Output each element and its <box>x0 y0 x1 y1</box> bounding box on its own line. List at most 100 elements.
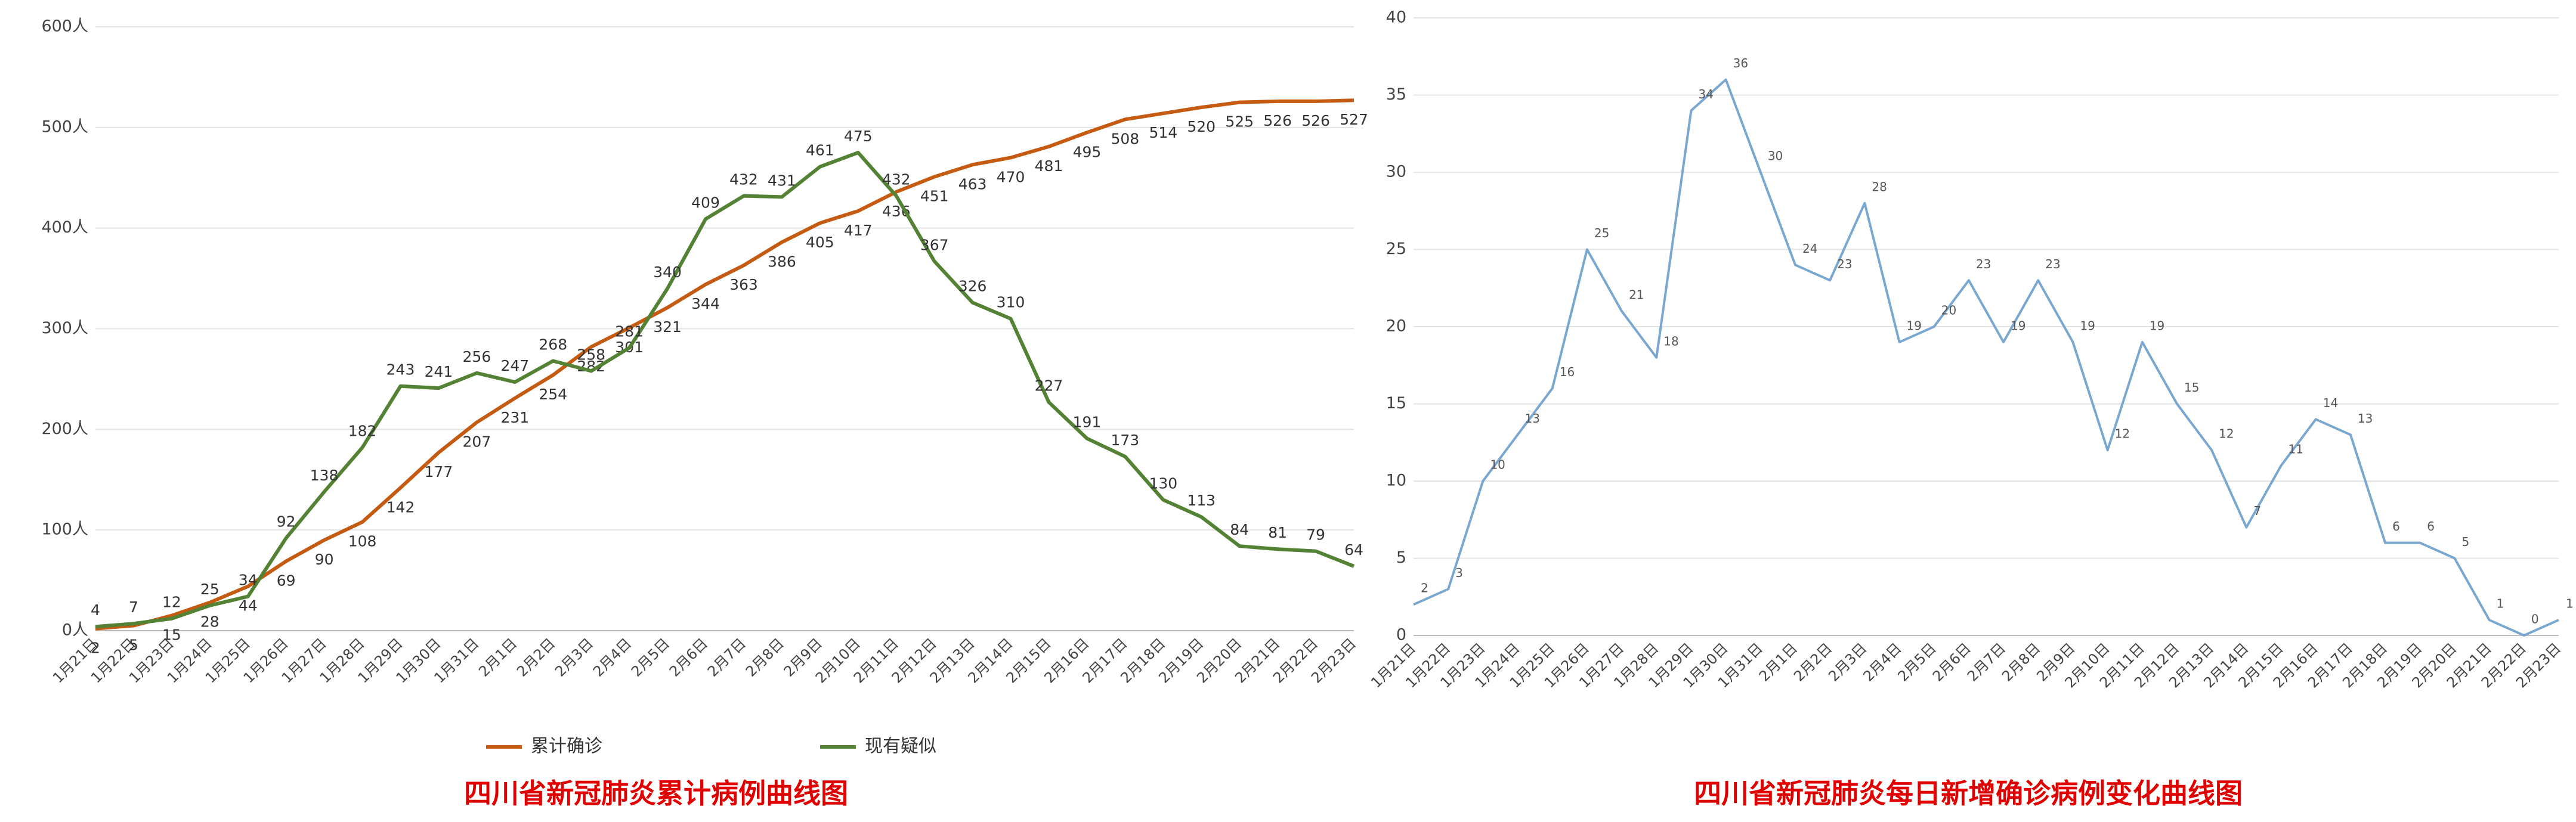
data-label: 207 <box>463 433 491 451</box>
y-tick-label: 0 <box>1396 626 1406 644</box>
data-label: 19 <box>2080 318 2095 333</box>
x-tick-label: 2月1日 <box>475 635 520 680</box>
data-label: 463 <box>958 175 987 193</box>
data-line <box>95 98 1355 631</box>
data-label: 258 <box>577 346 605 363</box>
x-tick-label: 2月6日 <box>1929 640 1974 684</box>
data-label: 508 <box>1111 130 1140 147</box>
data-label: 520 <box>1187 118 1216 135</box>
data-label: 13 <box>1525 411 1540 426</box>
data-label: 79 <box>1306 526 1325 544</box>
data-label: 21 <box>1629 288 1644 302</box>
data-label: 2 <box>1421 581 1428 595</box>
data-label: 12 <box>2219 427 2234 441</box>
data-label: 431 <box>768 172 796 189</box>
data-label: 5 <box>129 637 138 654</box>
x-tick-label: 2月6日 <box>666 635 711 680</box>
data-label: 227 <box>1035 377 1063 395</box>
data-label: 514 <box>1149 124 1177 141</box>
data-label: 138 <box>310 467 339 484</box>
y-tick-label: 25 <box>1386 240 1406 258</box>
data-label: 14 <box>2323 396 2338 410</box>
data-label: 20 <box>1941 303 1956 318</box>
data-label: 10 <box>1490 458 1505 472</box>
data-label: 6 <box>2427 519 2435 533</box>
x-tick-label: 2月8日 <box>743 635 787 680</box>
data-label: 11 <box>2289 442 2303 457</box>
data-label: 182 <box>348 423 377 440</box>
data-label: 19 <box>2150 318 2164 333</box>
y-tick-label: 600人 <box>41 17 88 36</box>
data-label: 25 <box>1594 226 1609 240</box>
data-label: 36 <box>1733 56 1748 70</box>
data-label: 363 <box>729 276 758 293</box>
data-label: 405 <box>806 234 834 251</box>
data-label: 310 <box>997 294 1025 311</box>
x-tick-label: 2月3日 <box>552 635 596 680</box>
legend-label: 累计确诊 <box>531 736 602 757</box>
x-tick-label: 2月8日 <box>1999 640 2043 684</box>
data-label: 177 <box>425 463 453 480</box>
data-label: 3 <box>1455 566 1463 580</box>
data-label: 16 <box>1560 365 1575 379</box>
data-label: 12 <box>162 594 181 611</box>
data-label: 326 <box>958 278 987 295</box>
data-label: 30 <box>1768 149 1783 163</box>
data-label: 108 <box>348 533 377 550</box>
x-tick-label: 2月7日 <box>704 635 749 680</box>
data-label: 7 <box>2253 504 2261 518</box>
data-label: 24 <box>1802 241 1817 256</box>
data-label: 84 <box>1230 521 1249 538</box>
y-tick-label: 15 <box>1386 394 1406 412</box>
data-label: 451 <box>920 188 949 205</box>
data-label: 321 <box>653 318 682 336</box>
y-tick-label: 30 <box>1386 163 1406 181</box>
y-tick-label: 10 <box>1386 472 1406 490</box>
data-label: 0 <box>2531 612 2539 626</box>
data-label: 34 <box>239 572 258 589</box>
y-tick-label: 300人 <box>41 319 88 337</box>
data-label: 34 <box>1698 87 1713 101</box>
x-tick-label: 2月3日 <box>1825 640 1870 684</box>
data-label: 81 <box>1268 524 1287 541</box>
data-label: 527 <box>1340 111 1368 128</box>
y-tick-label: 20 <box>1386 317 1406 336</box>
x-tick-label: 2月4日 <box>590 635 635 680</box>
y-tick-label: 40 <box>1386 8 1406 27</box>
data-label: 281 <box>615 323 644 340</box>
data-label: 92 <box>277 513 296 531</box>
y-tick-label: 35 <box>1386 85 1406 104</box>
data-label: 44 <box>239 597 258 615</box>
data-label: 470 <box>997 168 1025 185</box>
data-label: 7 <box>129 598 138 616</box>
y-tick-label: 200人 <box>41 420 88 438</box>
data-label: 28 <box>200 613 219 631</box>
data-label: 268 <box>539 336 567 353</box>
data-label: 19 <box>2011 318 2025 333</box>
data-label: 386 <box>768 253 796 270</box>
data-label: 130 <box>1149 475 1177 492</box>
data-label: 4 <box>91 601 100 619</box>
data-label: 243 <box>386 361 415 379</box>
data-label: 1 <box>2497 597 2504 611</box>
data-label: 23 <box>1976 257 1991 271</box>
chart-title: 四川省新冠肺炎每日新增确诊病例变化曲线图 <box>1694 777 2243 809</box>
data-label: 15 <box>162 626 181 644</box>
data-label: 6 <box>2392 519 2400 533</box>
data-label: 90 <box>315 551 334 568</box>
data-label: 12 <box>2115 427 2130 441</box>
data-label: 18 <box>1663 334 1678 348</box>
data-line <box>95 151 1355 629</box>
data-label: 19 <box>1907 318 1922 333</box>
data-label: 15 <box>2184 380 2199 395</box>
y-tick-label: 500人 <box>41 117 88 136</box>
chart-title: 四川省新冠肺炎累计病例曲线图 <box>464 777 848 809</box>
x-tick-label: 2月2日 <box>1790 640 1835 684</box>
data-line <box>1413 78 2559 637</box>
y-tick-label: 400人 <box>41 218 88 237</box>
legend-label: 现有疑似 <box>865 736 936 757</box>
data-label: 23 <box>2045 257 2060 271</box>
data-label: 241 <box>425 363 453 380</box>
x-tick-label: 2月4日 <box>1860 640 1904 684</box>
y-tick-label: 5 <box>1396 548 1406 567</box>
